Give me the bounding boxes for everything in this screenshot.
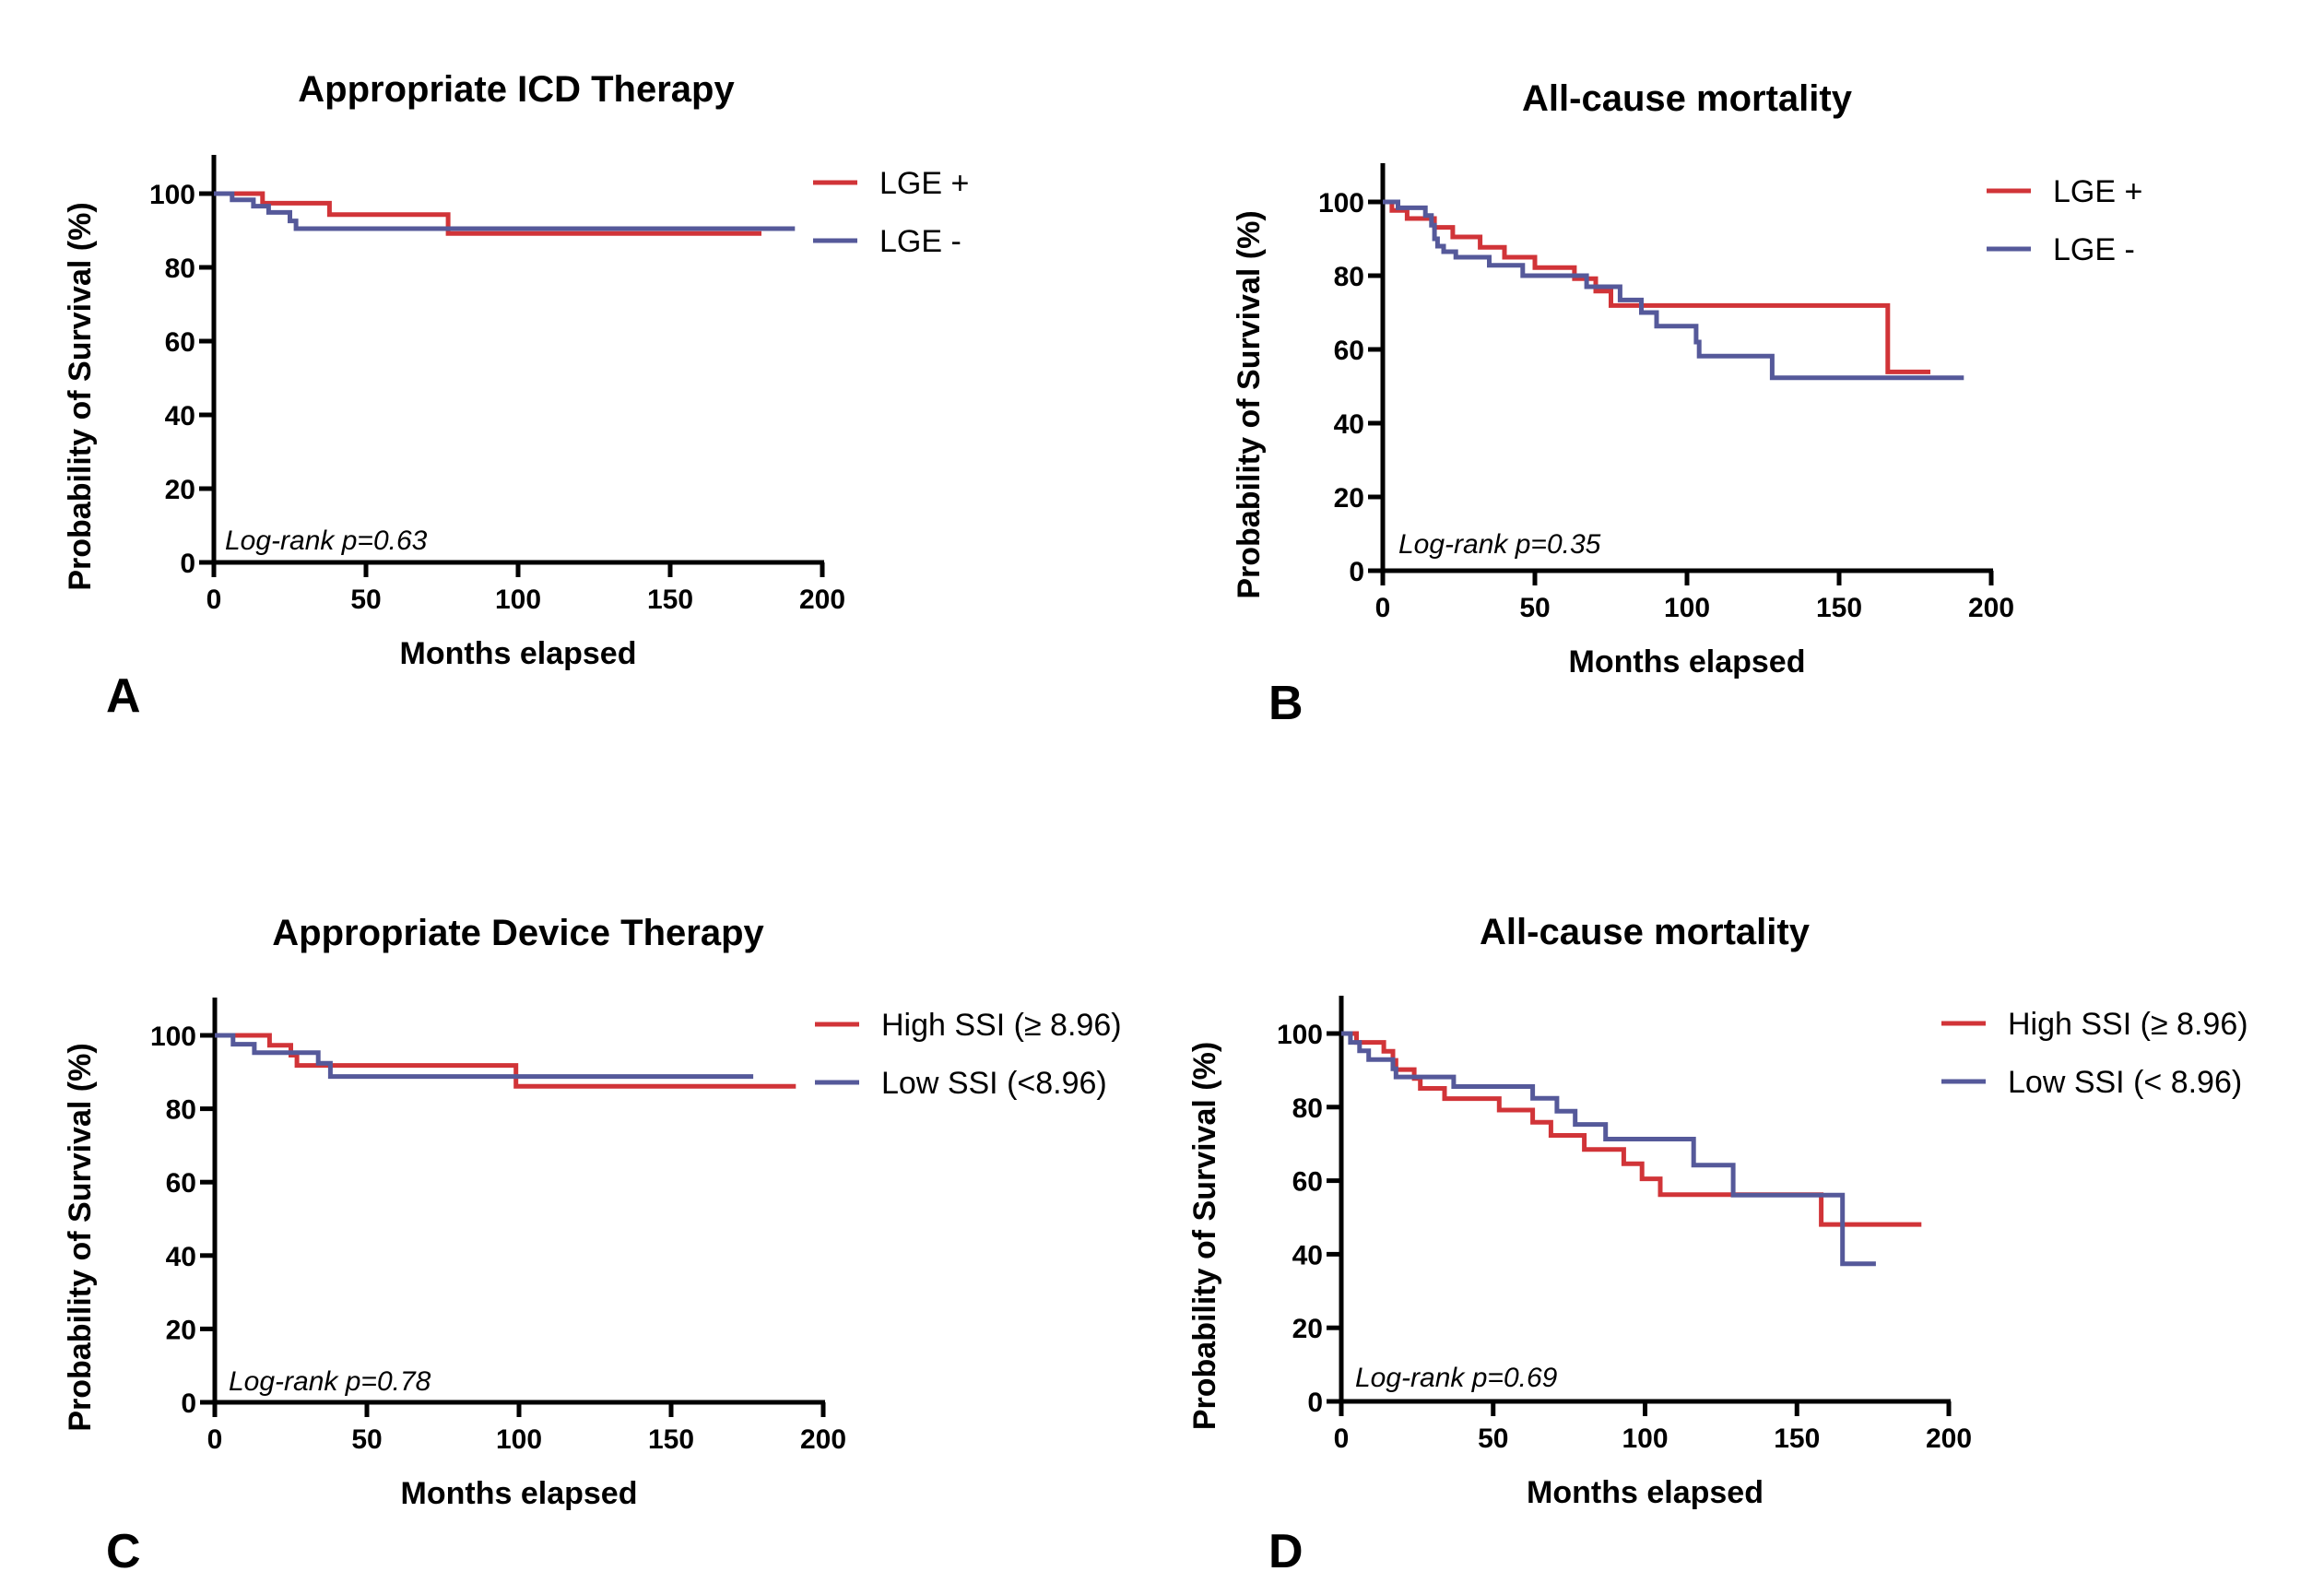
log-rank-annotation: Log-rank p=0.69 [1355,1363,1558,1393]
x-tick-label: 0 [1334,1424,1350,1454]
log-rank-annotation: Log-rank p=0.63 [225,526,428,556]
panel-letter: B [1268,677,1304,730]
y-tick-label: 100 [1277,1020,1323,1050]
x-tick-label: 200 [1968,593,2014,623]
km-curve-red [1341,1031,1922,1227]
x-tick-label: 100 [495,585,541,615]
panel-a: Appropriate ICD Therapy 0 20 40 60 80 100 0 50 10… [63,69,969,723]
y-tick-label: 40 [1292,1240,1323,1270]
y-axis-label: Probability of Survival (%) [63,1043,98,1431]
x-tick-label: 0 [207,1424,223,1455]
chart-title: Appropriate ICD Therapy [298,69,735,110]
legend-label: LGE - [879,224,961,259]
x-tick-label: 150 [1816,593,1862,623]
y-axis-label: Probability of Survival (%) [63,202,98,590]
legend-label: Low SSI (<8.96) [881,1066,1107,1101]
x-tick-label: 150 [1774,1424,1820,1454]
panel-b: All-cause mortality 0 20 40 60 80 100 0 50 100 150… [1232,78,2142,730]
x-tick-label: 50 [350,585,381,615]
legend-label: High SSI (≥ 8.96) [881,1008,1122,1043]
y-tick-label: 40 [165,401,195,431]
y-tick-label: 80 [165,254,195,284]
legend-label: High SSI (≥ 8.96) [2008,1007,2248,1042]
panel-c: Appropriate Device Therapy 0 20 40 60 80 100 0 5… [63,913,1122,1578]
legend-label: LGE + [879,166,969,201]
y-tick-label: 0 [180,549,195,579]
panel-d: All-cause mortality 0 20 40 60 80 100 0 50 100 150… [1187,912,2248,1578]
y-tick-label: 0 [1307,1388,1323,1418]
x-tick-label: 0 [206,585,222,615]
log-rank-annotation: Log-rank p=0.78 [229,1366,431,1397]
km-curve-blue [1341,1031,1876,1267]
x-tick-label: 150 [647,585,693,615]
chart-title: Appropriate Device Therapy [272,913,764,953]
y-tick-label: 20 [166,1315,196,1345]
y-tick-label: 80 [1334,262,1364,292]
panel-letter: D [1268,1525,1304,1578]
x-tick-label: 50 [1478,1424,1508,1454]
y-tick-label: 100 [149,180,195,210]
y-tick-label: 20 [1334,483,1364,514]
chart-title: All-cause mortality [1480,912,1811,952]
km-curve-blue [214,191,796,231]
y-tick-label: 60 [166,1168,196,1199]
x-axis-label: Months elapsed [1527,1475,1764,1510]
x-tick-label: 200 [1926,1424,1972,1454]
y-tick-label: 60 [165,327,195,358]
y-tick-label: 20 [165,475,195,505]
y-tick-label: 0 [181,1388,196,1419]
y-tick-label: 40 [1334,409,1364,440]
x-tick-label: 100 [1622,1424,1668,1454]
x-tick-label: 200 [799,585,845,615]
x-tick-label: 50 [351,1424,382,1455]
km-curve-blue [1383,199,1964,381]
legend-label: LGE + [2053,174,2142,209]
panel-letter: C [106,1525,141,1578]
x-tick-label: 100 [1664,593,1710,623]
km-curve-red [1383,199,1930,374]
y-tick-label: 100 [150,1022,196,1052]
x-tick-label: 150 [648,1424,694,1455]
x-axis-label: Months elapsed [1569,644,1806,679]
x-tick-label: 200 [800,1424,846,1455]
x-axis-label: Months elapsed [401,1476,638,1511]
y-tick-label: 80 [1292,1093,1323,1124]
y-tick-label: 20 [1292,1314,1323,1344]
y-tick-label: 60 [1334,336,1364,366]
y-tick-label: 40 [166,1242,196,1272]
legend-label: Low SSI (< 8.96) [2008,1065,2242,1100]
x-tick-label: 50 [1519,593,1550,623]
y-tick-label: 80 [166,1095,196,1126]
log-rank-annotation: Log-rank p=0.35 [1398,529,1601,560]
y-tick-label: 100 [1318,188,1364,219]
km-curve-blue [215,1033,754,1080]
x-tick-label: 0 [1375,593,1391,623]
x-tick-label: 100 [496,1424,542,1455]
panel-letter: A [106,669,141,723]
y-tick-label: 0 [1349,557,1364,587]
y-tick-label: 60 [1292,1167,1323,1198]
x-axis-label: Months elapsed [400,636,637,671]
chart-title: All-cause mortality [1522,78,1853,119]
legend-label: LGE - [2053,232,2135,267]
y-axis-label: Probability of Survival (%) [1187,1042,1222,1430]
y-axis-label: Probability of Survival (%) [1232,210,1267,598]
